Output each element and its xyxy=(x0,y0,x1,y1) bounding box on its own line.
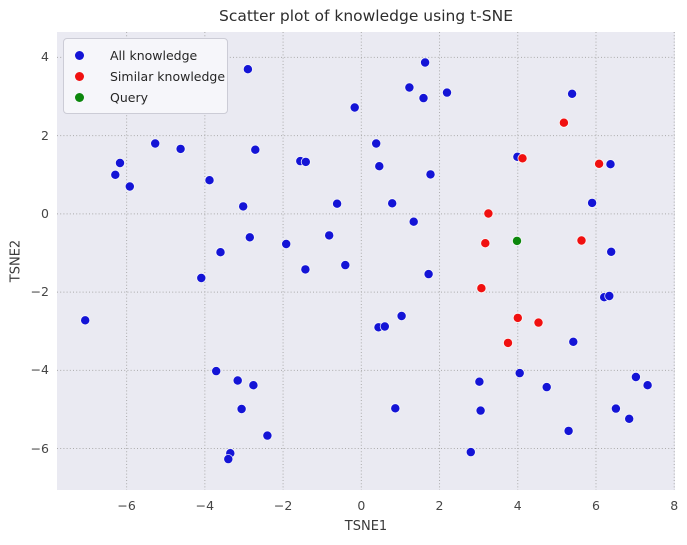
scatter-point xyxy=(514,368,525,379)
scatter-point xyxy=(349,102,360,113)
y-tick-label: 4 xyxy=(41,49,49,65)
scatter-point xyxy=(371,138,382,149)
scatter-point xyxy=(300,264,311,275)
scatter-point xyxy=(604,290,615,301)
x-tick-label: −2 xyxy=(273,498,293,513)
legend-item-similar-knowledge: Similar knowledge xyxy=(64,66,227,87)
legend-item-all-knowledge: All knowledge xyxy=(64,45,227,66)
y-axis-label: TSNE2 xyxy=(8,239,24,283)
scatter-point xyxy=(420,57,431,68)
scatter-point xyxy=(483,208,494,219)
scatter-point xyxy=(215,247,226,258)
x-tick-label: 4 xyxy=(513,498,522,513)
scatter-point xyxy=(236,403,247,414)
scatter-point xyxy=(250,144,261,155)
x-tick-label: 8 xyxy=(670,498,679,513)
scatter-point xyxy=(242,64,253,75)
legend: All knowledge Similar knowledge Query xyxy=(63,38,228,114)
scatter-point xyxy=(80,315,91,326)
y-tick-label: 2 xyxy=(41,127,49,143)
scatter-canvas xyxy=(57,32,675,490)
scatter-point xyxy=(124,181,135,192)
scatter-point xyxy=(223,454,234,465)
scatter-point xyxy=(474,376,485,387)
scatter-point xyxy=(606,246,617,257)
legend-label: Similar knowledge xyxy=(110,69,226,84)
scatter-point xyxy=(248,380,259,391)
scatter-point xyxy=(512,312,523,323)
scatter-point xyxy=(480,238,491,249)
scatter-point xyxy=(502,337,513,348)
scatter-point xyxy=(605,159,616,170)
scatter-point xyxy=(533,317,544,328)
scatter-point xyxy=(441,87,452,98)
scatter-point xyxy=(374,161,385,172)
scatter-point xyxy=(425,169,436,180)
y-tick-label: −6 xyxy=(30,440,49,456)
scatter-point xyxy=(642,380,653,391)
legend-marker-icon xyxy=(75,72,84,81)
x-tick-label: 6 xyxy=(592,498,600,513)
legend-marker-icon xyxy=(75,93,84,102)
legend-marker-icon xyxy=(75,51,84,60)
scatter-point xyxy=(404,82,415,93)
scatter-point xyxy=(262,430,273,441)
scatter-point xyxy=(115,158,126,169)
scatter-point xyxy=(396,310,407,321)
scatter-point xyxy=(408,216,419,227)
scatter-point xyxy=(232,375,243,386)
y-tick-label: −2 xyxy=(30,284,49,300)
scatter-point xyxy=(624,413,635,424)
scatter-point xyxy=(594,158,605,169)
legend-label: All knowledge xyxy=(110,48,198,63)
scatter-point xyxy=(340,260,351,271)
x-tick-label: 2 xyxy=(435,498,444,513)
scatter-point xyxy=(576,235,587,246)
scatter-point xyxy=(150,138,161,149)
scatter-point xyxy=(610,403,621,414)
scatter-point xyxy=(211,366,222,377)
scatter-point xyxy=(379,321,390,332)
scatter-point xyxy=(541,382,552,393)
scatter-point xyxy=(587,197,598,208)
scatter-point xyxy=(238,201,249,212)
scatter-point xyxy=(558,117,569,128)
scatter-point xyxy=(511,235,522,246)
y-tick-label: −4 xyxy=(30,362,49,378)
legend-label: Query xyxy=(110,90,148,105)
scatter-point xyxy=(517,153,528,164)
legend-item-query: Query xyxy=(64,87,227,108)
scatter-point xyxy=(387,198,398,209)
scatter-point xyxy=(332,198,343,209)
x-tick-label: −4 xyxy=(195,498,215,513)
scatter-point xyxy=(567,88,578,99)
x-tick-label: 0 xyxy=(357,498,366,513)
scatter-point xyxy=(281,238,292,249)
scatter-point xyxy=(175,143,186,154)
scatter-point xyxy=(475,405,486,416)
scatter-point xyxy=(300,156,311,167)
scatter-point xyxy=(244,232,255,243)
scatter-point xyxy=(418,93,429,104)
scatter-point xyxy=(204,175,215,186)
x-tick-label: −6 xyxy=(117,498,136,513)
scatter-point xyxy=(465,447,476,458)
scatter-point xyxy=(423,269,434,280)
scatter-point xyxy=(390,403,401,414)
scatter-point xyxy=(196,272,207,283)
scatter-point xyxy=(324,230,335,241)
scatter-point xyxy=(110,169,121,180)
chart-title: Scatter plot of knowledge using t-SNE xyxy=(219,7,513,25)
scatter-point xyxy=(568,336,579,347)
scatter-point xyxy=(563,425,574,436)
scatter-point xyxy=(476,283,487,294)
y-tick-label: 0 xyxy=(41,205,49,221)
scatter-point xyxy=(630,371,641,382)
x-axis-label: TSNE1 xyxy=(344,519,388,534)
